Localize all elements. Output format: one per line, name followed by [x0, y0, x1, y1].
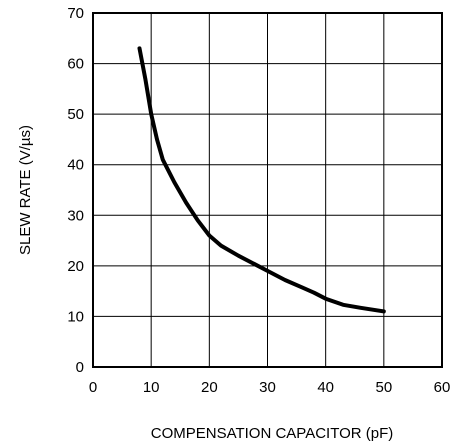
- y-tick-labels: 0 10 20 30 40 50 60 70: [67, 5, 84, 376]
- y-axis-title: SLEW RATE (V/µs): [17, 125, 34, 255]
- x-tick-label: 60: [434, 379, 451, 396]
- grid: [93, 13, 442, 367]
- x-tick-label: 40: [317, 379, 334, 396]
- x-tick-label: 50: [375, 379, 392, 396]
- x-tick-label: 30: [259, 379, 276, 396]
- y-tick-label: 50: [67, 106, 84, 123]
- x-tick-label: 20: [201, 379, 218, 396]
- y-tick-label: 10: [67, 308, 84, 325]
- y-tick-label: 0: [76, 359, 84, 376]
- series-line-slew-rate: [137, 46, 386, 314]
- x-tick-label: 10: [143, 379, 160, 396]
- x-tick-labels: 0 10 20 30 40 50 60: [89, 379, 451, 396]
- x-tick-label: 0: [89, 379, 97, 396]
- x-axis-title: COMPENSATION CAPACITOR (pF): [151, 425, 394, 442]
- y-tick-label: 70: [67, 5, 84, 22]
- y-tick-label: 40: [67, 157, 84, 174]
- plot-frame: [92, 12, 443, 368]
- y-tick-label: 20: [67, 258, 84, 275]
- y-tick-label: 30: [67, 207, 84, 224]
- y-tick-label: 60: [67, 56, 84, 73]
